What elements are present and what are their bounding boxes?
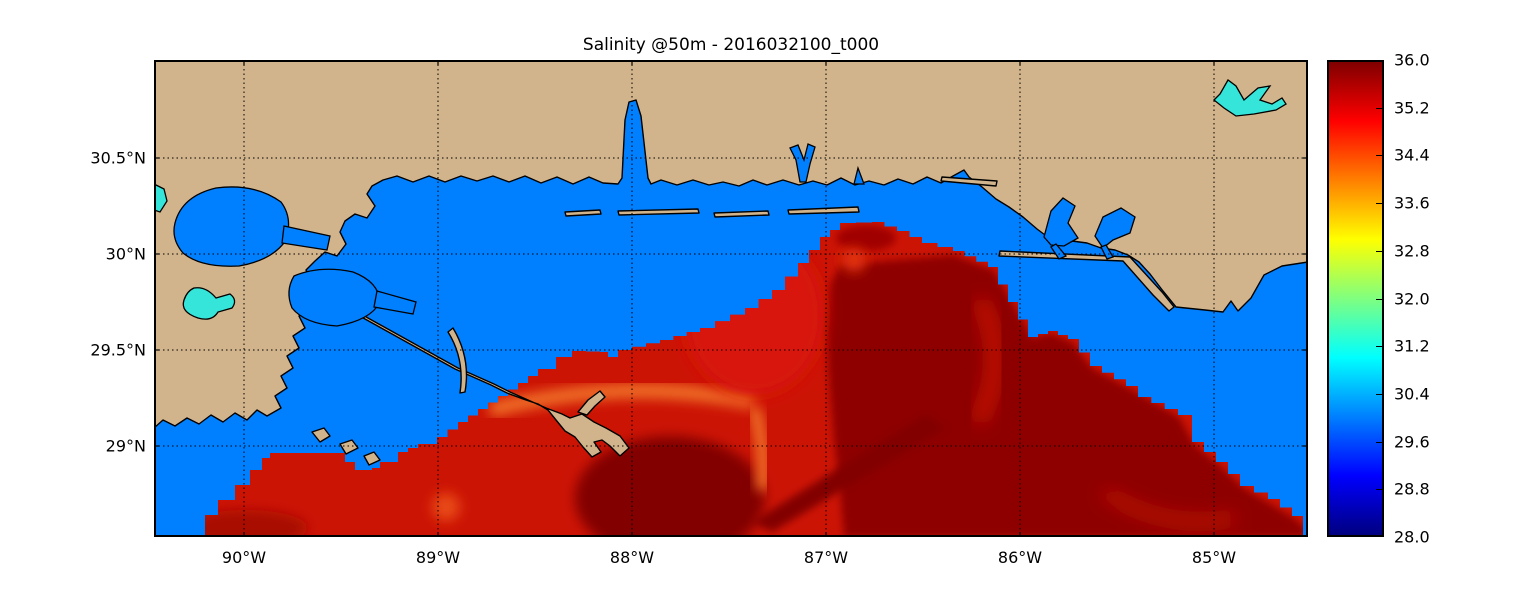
map-canvas bbox=[154, 60, 1308, 537]
colorbar-tick-label: 30.4 bbox=[1394, 384, 1430, 404]
land-polygon bbox=[577, 390, 606, 416]
land-polygon bbox=[447, 327, 468, 394]
land-polygon bbox=[617, 208, 700, 216]
x-tick-label: 85°W bbox=[1191, 548, 1237, 567]
land-polygon bbox=[305, 289, 630, 458]
land-polygon bbox=[311, 427, 331, 443]
colorbar-tick-label: 33.6 bbox=[1394, 193, 1430, 213]
lake-bay-polygon bbox=[288, 268, 381, 327]
axes-frame bbox=[154, 60, 1308, 537]
plume-swirls bbox=[200, 225, 1303, 537]
land-polygon bbox=[363, 451, 381, 466]
colorbar-tick-label: 35.2 bbox=[1394, 98, 1430, 118]
x-tick-label: 88°W bbox=[609, 548, 655, 567]
colorbar-tick-mark bbox=[1376, 203, 1384, 205]
y-tick-label: 29°N bbox=[105, 436, 146, 456]
lake-bay-polygon bbox=[1100, 244, 1114, 260]
lake-bay-polygon bbox=[281, 225, 331, 251]
colorbar-tick-label: 31.2 bbox=[1394, 336, 1430, 356]
x-tick-label: 87°W bbox=[803, 548, 849, 567]
colorbar-tick-label: 29.6 bbox=[1394, 432, 1430, 452]
x-tick-label: 86°W bbox=[997, 548, 1043, 567]
lake-bay-polygon bbox=[373, 290, 417, 315]
land-polygon bbox=[713, 210, 770, 218]
lake-bay-polygon bbox=[1050, 243, 1068, 260]
map-axes bbox=[154, 60, 1308, 537]
colorbar-tick-mark bbox=[1376, 155, 1384, 157]
gridlines bbox=[154, 60, 1308, 537]
x-tick-label: 90°W bbox=[221, 548, 267, 567]
x-tick-label: 89°W bbox=[415, 548, 461, 567]
lake-bay-polygon bbox=[789, 143, 816, 183]
y-tick-label: 30.5°N bbox=[90, 148, 146, 168]
land-polygon bbox=[564, 209, 602, 217]
lake-bay-polygon bbox=[853, 165, 865, 185]
colorbar-tick-mark bbox=[1376, 346, 1384, 348]
colorbar-tick-label: 28.0 bbox=[1394, 527, 1430, 547]
colorbar-tick-mark bbox=[1376, 441, 1384, 443]
colorbar-tick-mark bbox=[1376, 107, 1384, 109]
cyan-lake-polygon bbox=[1213, 79, 1287, 117]
plot-title: Salinity @50m - 2016032100_t000 bbox=[582, 35, 880, 55]
land-polygon bbox=[998, 250, 1175, 312]
y-tick-label: 30°N bbox=[105, 244, 146, 264]
colorbar bbox=[1327, 60, 1384, 537]
colorbar-tick-mark bbox=[1376, 393, 1384, 395]
colorbar-tick-label: 32.0 bbox=[1394, 289, 1430, 308]
colorbar-tick-mark bbox=[1376, 298, 1384, 300]
colorbar-tick-label: 28.8 bbox=[1394, 479, 1430, 499]
colorbar-tick-label: 36.0 bbox=[1394, 50, 1430, 70]
land-polygon bbox=[940, 176, 998, 187]
colorbar-tick-mark bbox=[1376, 489, 1384, 491]
colorbar-tick-label: 34.4 bbox=[1394, 145, 1430, 165]
cyan-lake-polygon bbox=[154, 183, 168, 213]
colorbar-tick-mark bbox=[1376, 250, 1384, 252]
colorbar-tick-label: 32.8 bbox=[1394, 241, 1430, 261]
y-tick-label: 29.5°N bbox=[90, 340, 146, 360]
land-polygon bbox=[339, 439, 359, 455]
cyan-lake-polygon bbox=[182, 287, 236, 320]
land-polygon bbox=[787, 206, 860, 215]
